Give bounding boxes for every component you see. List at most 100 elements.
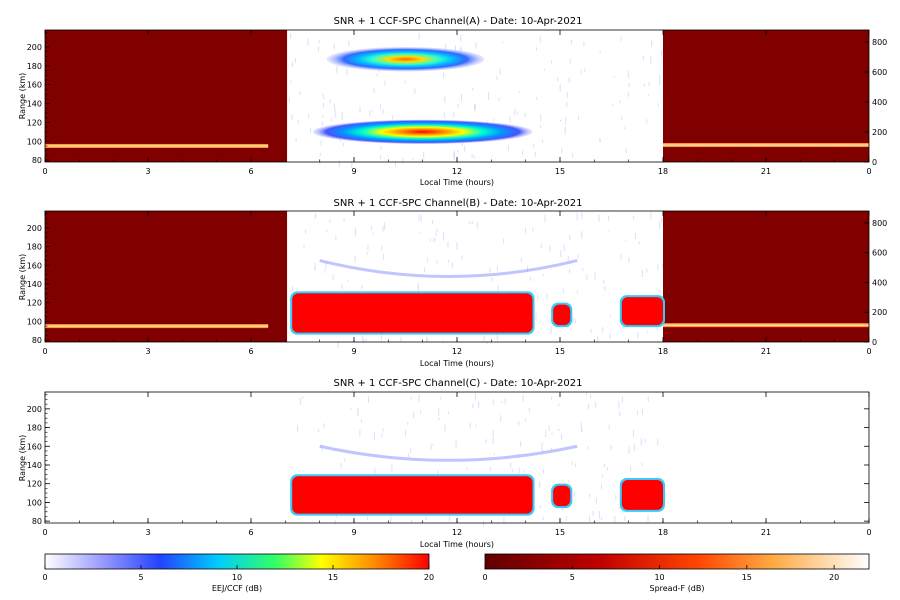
noise-speck bbox=[383, 253, 385, 261]
noise-speck bbox=[534, 151, 536, 157]
noise-speck bbox=[314, 267, 316, 271]
noise-speck bbox=[344, 458, 346, 462]
noise-speck bbox=[517, 111, 519, 114]
noise-speck bbox=[560, 119, 562, 122]
noise-speck bbox=[476, 222, 478, 229]
y-tick-label: 140 bbox=[27, 100, 42, 109]
noise-speck bbox=[366, 251, 368, 255]
x-tick-label: 21 bbox=[761, 347, 771, 356]
right-tick-label: 0 bbox=[872, 158, 877, 167]
noise-speck bbox=[444, 43, 446, 50]
echo-region bbox=[553, 485, 571, 507]
noise-speck bbox=[511, 468, 513, 473]
noise-speck bbox=[460, 93, 462, 102]
noise-speck bbox=[381, 432, 383, 438]
noise-speck bbox=[418, 214, 420, 221]
noise-speck bbox=[483, 335, 485, 342]
noise-speck bbox=[661, 218, 663, 224]
noise-speck bbox=[585, 392, 587, 396]
noise-speck bbox=[532, 227, 534, 232]
noise-speck bbox=[551, 396, 553, 401]
noise-speck bbox=[614, 515, 616, 524]
noise-speck bbox=[524, 418, 526, 422]
panel-title: SNR + 1 CCF-SPC Channel(B) - Date: 10-Ap… bbox=[334, 198, 583, 209]
noise-speck bbox=[461, 255, 463, 260]
noise-speck bbox=[297, 119, 299, 124]
noise-speck bbox=[453, 152, 455, 160]
noise-speck bbox=[429, 238, 431, 243]
noise-speck bbox=[496, 75, 498, 81]
noise-speck bbox=[305, 229, 307, 234]
echo-arc bbox=[319, 444, 578, 462]
noise-speck bbox=[598, 214, 600, 222]
noise-speck bbox=[608, 229, 610, 232]
noise-speck bbox=[380, 334, 382, 341]
noise-speck bbox=[551, 432, 553, 436]
noise-speck bbox=[318, 39, 320, 44]
noise-speck bbox=[523, 470, 525, 474]
noise-speck bbox=[492, 430, 494, 437]
colorbar-label: EEJ/CCF (dB) bbox=[212, 584, 262, 593]
noise-speck bbox=[530, 277, 532, 281]
noise-speck bbox=[603, 280, 605, 284]
noise-speck bbox=[302, 396, 304, 399]
noise-speck bbox=[367, 516, 369, 521]
noise-speck bbox=[436, 229, 438, 233]
noise-speck bbox=[485, 439, 487, 444]
noise-speck bbox=[628, 82, 630, 88]
noise-speck bbox=[565, 117, 567, 125]
x-tick-label: 0 bbox=[42, 167, 47, 176]
noise-speck bbox=[501, 400, 503, 404]
noise-speck bbox=[625, 239, 627, 242]
noise-speck bbox=[569, 269, 571, 274]
y-tick-label: 80 bbox=[32, 156, 42, 165]
noise-speck bbox=[569, 234, 571, 241]
noise-speck bbox=[568, 77, 570, 83]
noise-speck bbox=[602, 326, 604, 333]
y-axis-label: Range (km) bbox=[18, 73, 27, 120]
x-tick-label: 6 bbox=[248, 528, 253, 537]
noise-speck bbox=[341, 112, 343, 120]
noise-speck bbox=[333, 103, 335, 112]
noise-speck bbox=[447, 241, 449, 248]
colorbar-spread-f: Spread-F (dB) 0 5 10 15 20 bbox=[482, 553, 870, 593]
noise-speck bbox=[436, 260, 438, 264]
noise-speck bbox=[502, 41, 504, 44]
y-tick-label: 180 bbox=[27, 243, 42, 252]
noise-speck bbox=[427, 257, 429, 263]
noise-speck bbox=[499, 68, 501, 75]
noise-speck bbox=[432, 220, 434, 224]
noise-speck bbox=[461, 47, 463, 51]
noise-speck bbox=[518, 421, 520, 426]
panel-title: SNR + 1 CCF-SPC Channel(A) - Date: 10-Ap… bbox=[334, 16, 583, 27]
noise-speck bbox=[657, 103, 659, 107]
noise-speck bbox=[434, 238, 436, 241]
x-tick-label: 15 bbox=[555, 167, 565, 176]
noise-speck bbox=[457, 104, 459, 108]
noise-speck bbox=[454, 45, 456, 52]
x-tick-label: 12 bbox=[452, 167, 462, 176]
noise-speck bbox=[380, 103, 382, 109]
noise-speck bbox=[464, 145, 466, 153]
noise-speck bbox=[418, 394, 420, 403]
noise-speck bbox=[469, 422, 471, 429]
night-panel bbox=[663, 211, 869, 342]
y-tick-label: 100 bbox=[27, 137, 42, 146]
noise-speck bbox=[362, 335, 364, 341]
x-tick-label: 18 bbox=[658, 528, 668, 537]
noise-speck bbox=[580, 70, 582, 74]
y-tick-label: 80 bbox=[32, 336, 42, 345]
noise-speck bbox=[469, 221, 471, 225]
noise-speck bbox=[625, 148, 627, 153]
noise-speck bbox=[638, 241, 640, 245]
noise-speck bbox=[474, 103, 476, 109]
colorbar-tick-label: 10 bbox=[232, 573, 242, 582]
noise-speck bbox=[567, 255, 569, 262]
noise-speck bbox=[604, 285, 606, 291]
noise-speck bbox=[325, 262, 327, 269]
echo-blob bbox=[312, 119, 533, 145]
noise-speck bbox=[559, 84, 561, 93]
x-tick-label: 0 bbox=[42, 528, 47, 537]
noise-speck bbox=[404, 80, 406, 84]
noise-speck bbox=[619, 99, 621, 104]
